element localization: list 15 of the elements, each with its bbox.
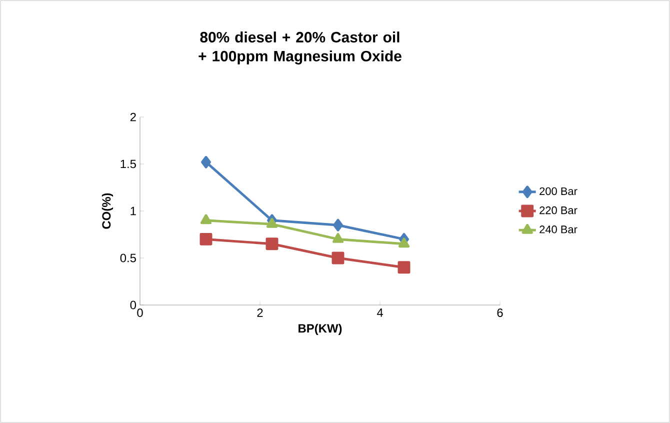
chart-title: 80% diesel + 20% Castor oil + 100ppm Magnesium Oxide xyxy=(198,32,402,64)
legend-label: 220 Bar xyxy=(540,206,578,214)
x-tick-label: 6 xyxy=(497,308,503,317)
y-tick-label: 1.5 xyxy=(120,160,136,168)
x-tick-label: 0 xyxy=(137,308,143,317)
x-tick-label: 2 xyxy=(257,308,263,317)
y-tick-label: 0 xyxy=(130,300,136,310)
y-tick-label: 1 xyxy=(130,206,136,216)
legend-label: 240 Bar xyxy=(540,226,578,234)
x-tick-label: 4 xyxy=(376,308,383,317)
y-axis-title: CO(%) xyxy=(102,193,114,229)
y-tick-label: 0.5 xyxy=(120,254,136,262)
y-tick-label: 2 xyxy=(130,112,136,122)
legend-label: 200 Bar xyxy=(540,187,578,196)
x-axis-title: BP(KW) xyxy=(298,324,342,335)
